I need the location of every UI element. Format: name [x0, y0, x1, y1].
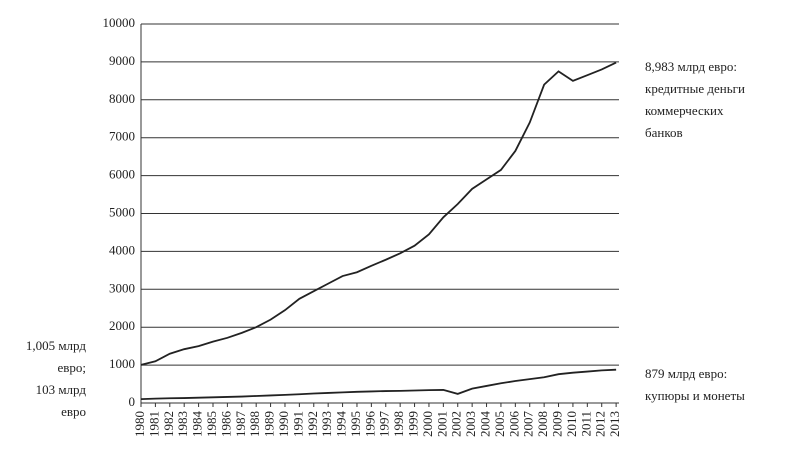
- x-tick-label: 1993: [319, 411, 334, 437]
- x-tick-label: 2010: [564, 411, 579, 437]
- annotation: 8,983 млрд евро:: [645, 59, 737, 74]
- x-tick-label: 1991: [290, 411, 305, 437]
- x-tick-label: 1983: [175, 411, 190, 437]
- annotation: 879 млрд евро:: [645, 366, 727, 381]
- x-tick-label: 1995: [348, 411, 363, 437]
- annotation: 1,005 млрд: [26, 338, 87, 353]
- annotation: коммерческих: [645, 103, 724, 118]
- x-tick-label: 2011: [578, 411, 593, 437]
- x-tick-label: 2004: [478, 411, 493, 438]
- x-tick-label: 1989: [262, 411, 277, 437]
- x-tick-label: 1987: [233, 411, 248, 438]
- x-tick-label: 1984: [190, 411, 205, 438]
- x-tick-label: 1980: [132, 411, 147, 437]
- x-tick-label: 1990: [276, 411, 291, 437]
- annotation: кредитные деньги: [645, 81, 745, 96]
- line: [140, 368, 617, 400]
- y-tick-label: 10000: [103, 15, 136, 30]
- x-tick-label: 2001: [434, 411, 449, 437]
- x-tick-label: 2012: [593, 411, 608, 437]
- x-tick-label: 1992: [305, 411, 320, 437]
- x-tick-label: 2006: [506, 411, 521, 438]
- x-tick-label: 1985: [204, 411, 219, 437]
- x-tick-label: 2013: [607, 411, 622, 437]
- x-tick-label: 1981: [146, 411, 161, 437]
- x-tick-label: 2003: [463, 411, 478, 437]
- y-tick-label: 7000: [109, 129, 135, 144]
- x-tick-label: 2000: [420, 411, 435, 437]
- y-tick-label: 3000: [109, 280, 135, 295]
- x-tick-label: 1997: [377, 411, 392, 438]
- y-tick-label: 9000: [109, 53, 135, 68]
- y-tick-label: 6000: [109, 167, 135, 182]
- x-tick-label: 1998: [391, 411, 406, 437]
- annotation: евро: [61, 404, 86, 419]
- annotation: 103 млрд: [36, 382, 87, 397]
- y-tick-label: 2000: [109, 318, 135, 333]
- y-tick-label: 1000: [109, 356, 135, 371]
- annotation: евро;: [57, 360, 86, 375]
- y-tick-label: 0: [129, 394, 136, 409]
- y-tick-label: 4000: [109, 242, 135, 257]
- x-tick-label: 1994: [334, 411, 349, 438]
- x-tick-label: 2008: [535, 411, 550, 437]
- x-tick-label: 2002: [449, 411, 464, 437]
- annotation: купюры и монеты: [645, 388, 745, 403]
- y-tick-label: 8000: [109, 91, 135, 106]
- y-tick-label: 5000: [109, 204, 135, 219]
- x-tick-label: 1986: [218, 411, 233, 438]
- annotation: банков: [645, 125, 683, 140]
- x-tick-label: 1999: [406, 411, 421, 437]
- x-tick-label: 1988: [247, 411, 262, 437]
- x-tick-label: 2007: [521, 411, 536, 438]
- line: [140, 61, 617, 366]
- x-tick-label: 2009: [550, 411, 565, 437]
- x-tick-label: 1996: [362, 411, 377, 438]
- x-tick-label: 1982: [161, 411, 176, 437]
- x-tick-label: 2005: [492, 411, 507, 437]
